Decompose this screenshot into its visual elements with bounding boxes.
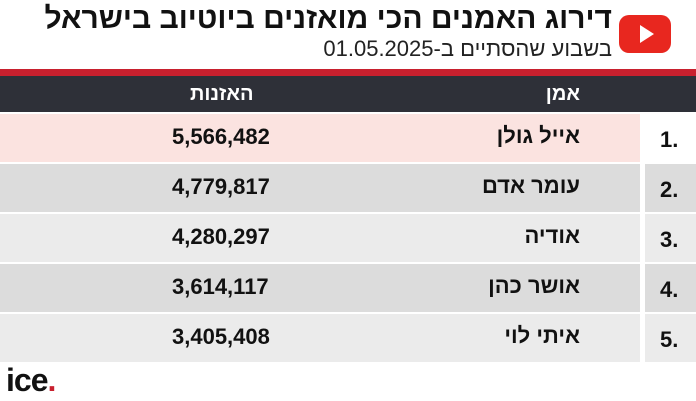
- accent-divider: [0, 69, 696, 76]
- rank-cell: [645, 314, 696, 362]
- row-background: [0, 114, 640, 162]
- ice-logo: ice.: [6, 362, 56, 398]
- page-title: דירוג האמנים הכי מואזנים ביוטיוב בישראל: [44, 2, 612, 35]
- rank-number: 3.: [660, 227, 679, 252]
- table-row: 1. אייל גולן 5,566,482: [0, 114, 696, 162]
- table-row: 5. איתי לוי 3,405,408: [0, 314, 696, 362]
- rank-cell: [645, 264, 696, 312]
- ice-logo-dot: .: [47, 362, 56, 398]
- row-background: [0, 214, 640, 262]
- play-count: 3,614,117: [172, 274, 269, 299]
- page-subtitle: בשבוע שהסתיים ב-01.05.2025: [323, 36, 612, 61]
- artist-name: איתי לוי: [504, 323, 580, 348]
- artist-name: אודיה: [524, 223, 580, 248]
- page-header: דירוג האמנים הכי מואזנים ביוטיוב בישראל …: [0, 0, 696, 68]
- column-header-plays: האזנות: [190, 83, 254, 105]
- play-count: 3,405,408: [172, 324, 270, 349]
- row-background: [0, 314, 640, 362]
- rank-cell: [645, 214, 696, 262]
- artist-name: אושר כהן: [488, 273, 580, 298]
- play-count: 5,566,482: [172, 124, 270, 149]
- artist-name: עומר אדם: [481, 173, 580, 198]
- youtube-icon: [619, 15, 671, 53]
- rank-number: 2.: [660, 177, 679, 202]
- table-header: אמן האזנות: [0, 76, 696, 112]
- play-count: 4,779,817: [172, 174, 270, 199]
- table-row: 3. אודיה 4,280,297: [0, 214, 696, 262]
- rank-number: 4.: [660, 277, 679, 302]
- rank-cell: [645, 114, 696, 162]
- artist-name: אייל גולן: [496, 123, 580, 148]
- ice-logo-text: ice: [6, 362, 48, 398]
- rank-cell: [645, 164, 696, 212]
- table-row: 4. אושר כהן 3,614,117: [0, 264, 696, 312]
- rank-number: 1.: [660, 127, 679, 152]
- column-header-artist: אמן: [545, 83, 580, 105]
- table-row: 2. עומר אדם 4,779,817: [0, 164, 696, 212]
- row-background: [0, 264, 640, 312]
- play-count: 4,280,297: [172, 224, 270, 249]
- rank-number: 5.: [660, 327, 679, 352]
- row-background: [0, 164, 640, 212]
